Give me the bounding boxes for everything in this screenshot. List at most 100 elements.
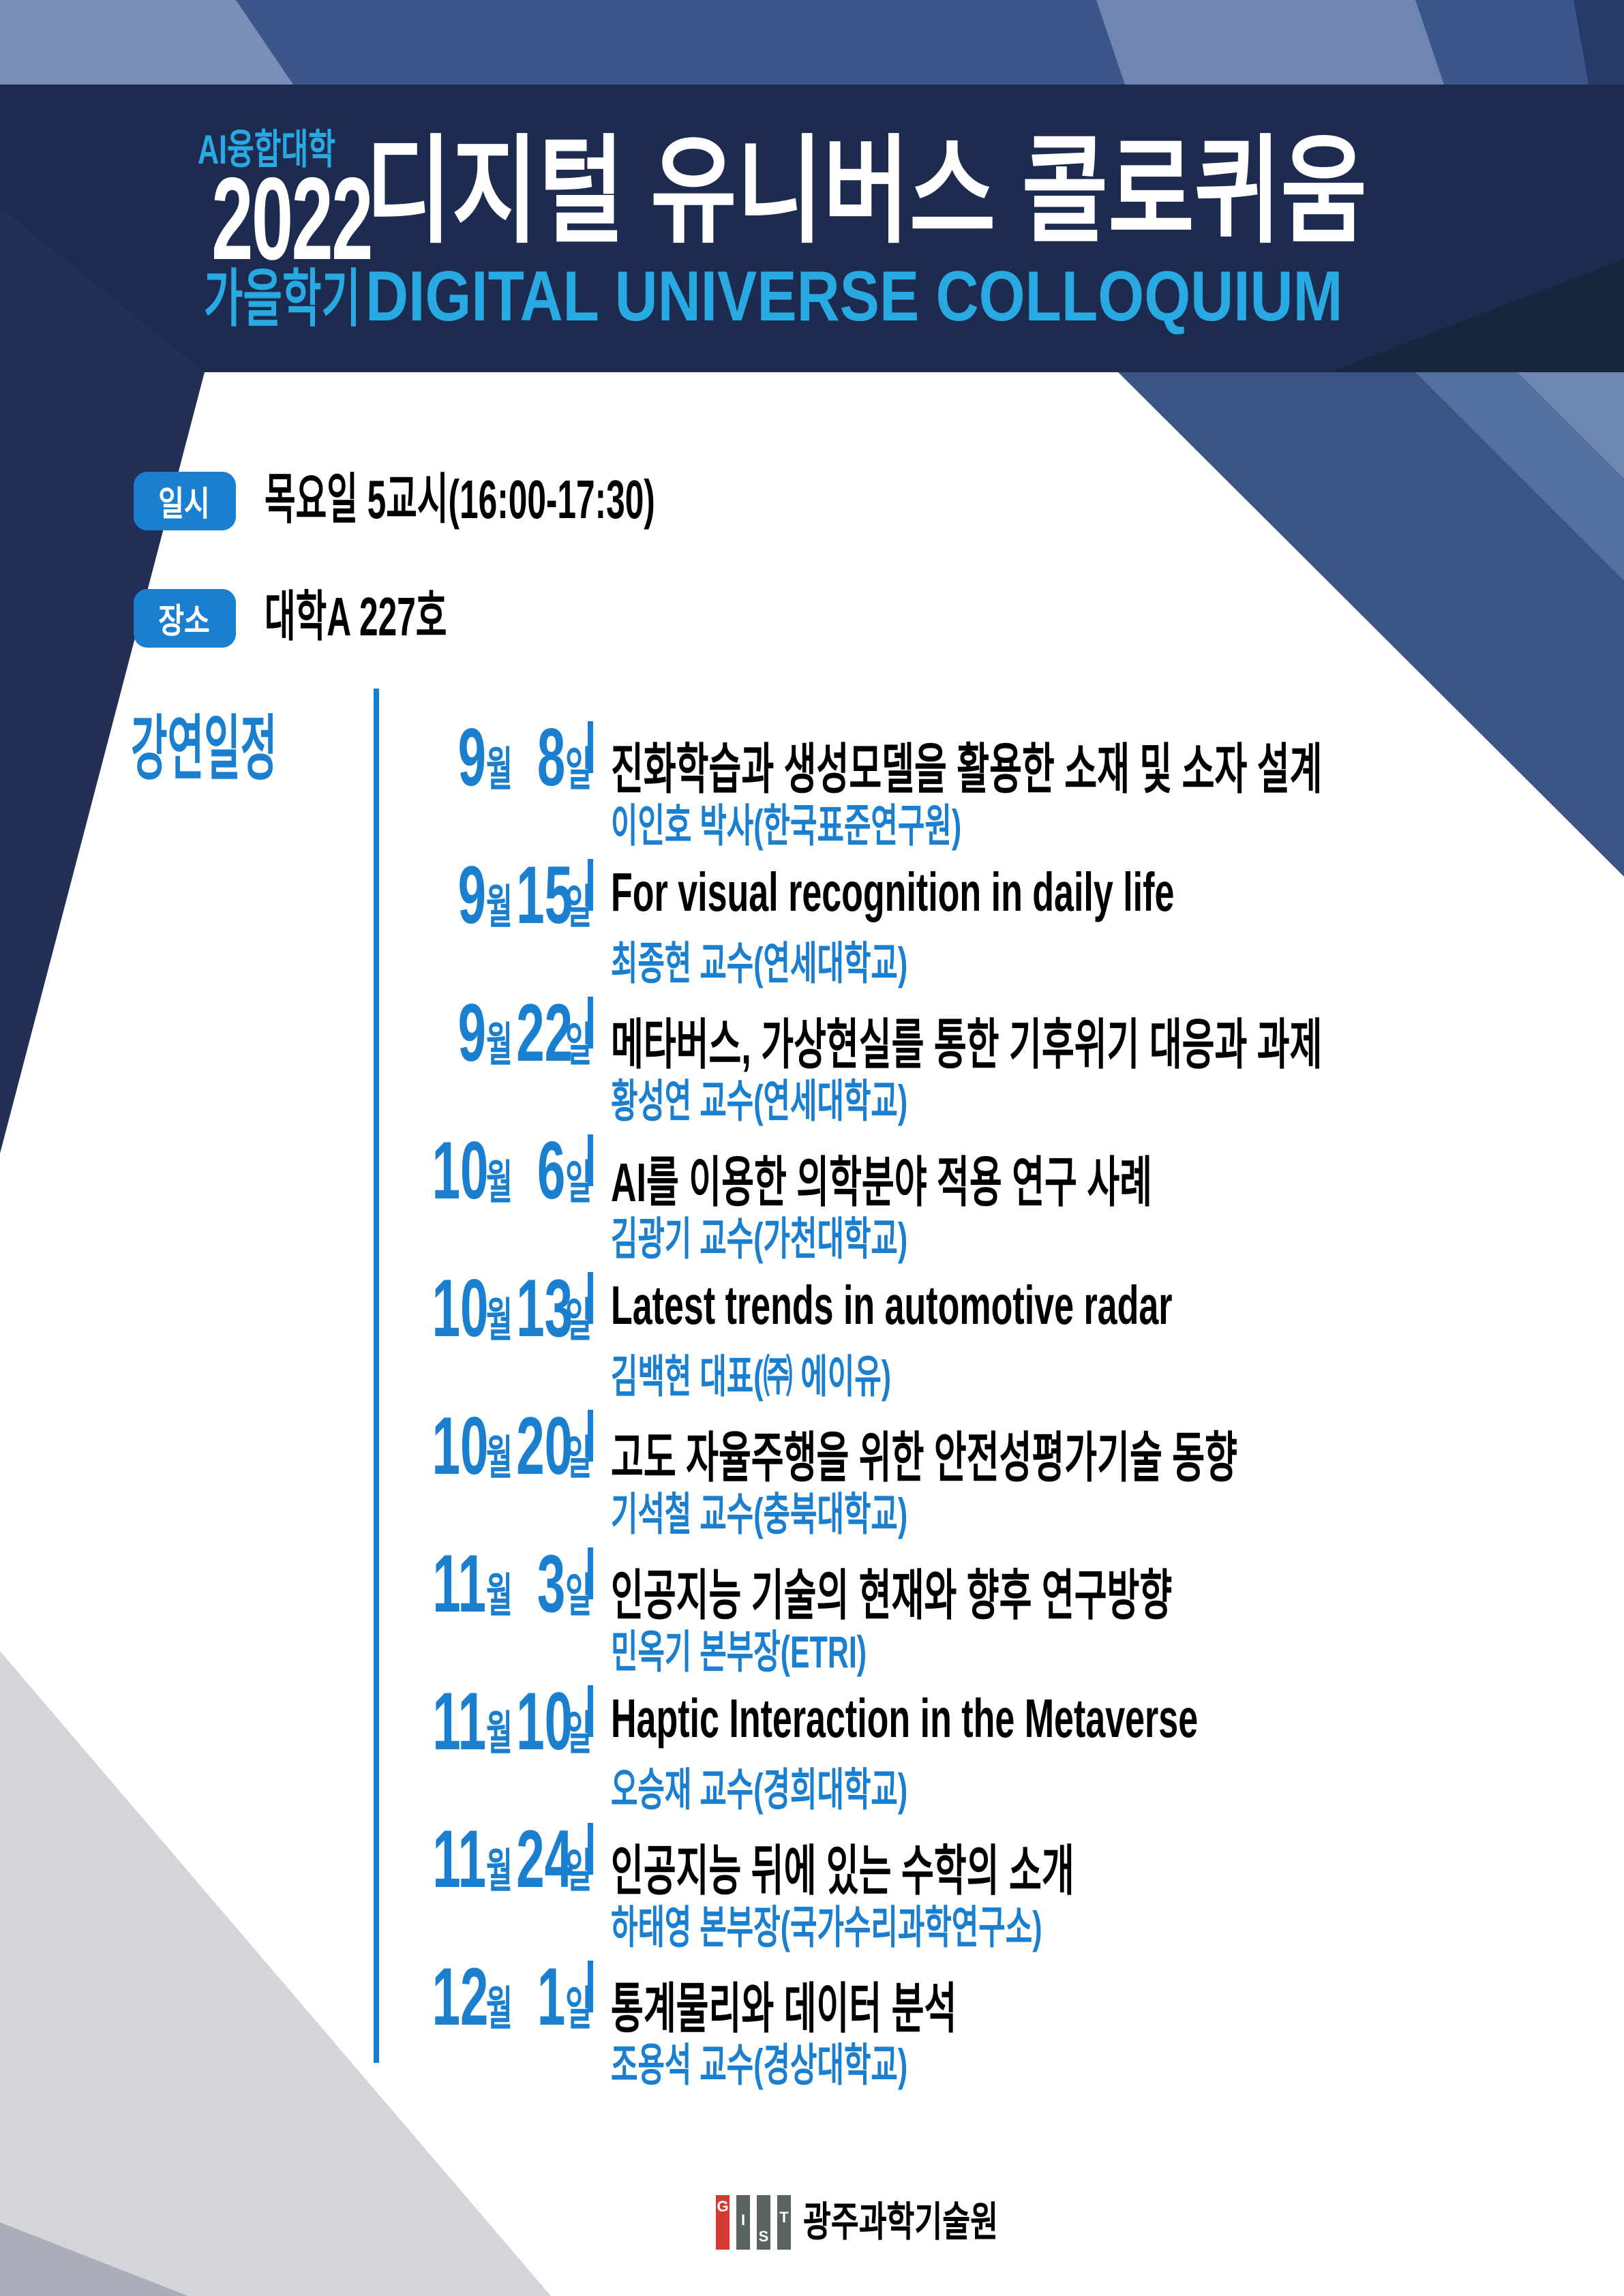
lecture-day: 8 <box>537 712 566 803</box>
lecture-title: 인공지능 기술의 현재와 향후 연구방향 <box>611 1567 1173 1627</box>
day-unit: 일 <box>565 1158 592 1209</box>
lecture-title: 통계물리와 데이터 분석 <box>611 1980 957 2040</box>
date-separator <box>588 997 593 1048</box>
lecture-day: 15 <box>516 849 573 941</box>
date-separator <box>588 859 593 911</box>
lecture-speaker: 조용석 교수(경상대학교) <box>611 2040 908 2090</box>
lecture-speaker: 기석철 교수(충북대학교) <box>611 1489 908 1539</box>
month-unit: 월 <box>485 744 513 796</box>
datetime-value: 목요일 5교시(16:00-17:30) <box>265 470 655 530</box>
lecture-date: 11월 10일 <box>419 1674 592 1768</box>
lecture-speaker: 최종현 교수(연세대학교) <box>611 938 908 988</box>
day-unit: 일 <box>565 882 592 934</box>
lecture-title: For visual recognition in daily life <box>611 863 1175 923</box>
date-separator <box>588 721 593 773</box>
date-separator <box>588 1823 593 1875</box>
right-wedge-shape <box>1118 372 1624 877</box>
lecture-date: 10월 6일 <box>419 1123 592 1218</box>
lecture-month: 9 <box>457 712 486 803</box>
schedule-row: 11월 24일 인공지능 뒤에 있는 수학의 소개 하태영 본부장(국가수리과학… <box>0 1812 1624 1952</box>
location-badge: 장소 <box>134 589 236 648</box>
day-unit: 일 <box>565 1020 592 1072</box>
date-separator <box>588 1134 593 1186</box>
semester-label: 가을학기 <box>203 263 361 334</box>
schedule-heading: 강연일정 <box>131 710 277 789</box>
year-label: 2022 <box>211 154 373 285</box>
lecture-day: 1 <box>537 1951 566 2042</box>
month-unit: 월 <box>485 1846 513 1898</box>
lecture-date: 10월 20일 <box>419 1399 592 1493</box>
lecture-day: 24 <box>516 1813 573 1905</box>
schedule-row: 9월 15일 For visual recognition in daily l… <box>0 848 1624 988</box>
poster-title-korean: 디지털 유니버스 콜로퀴움 <box>365 127 1367 258</box>
lecture-month: 11 <box>432 1538 486 1629</box>
lecture-title: AI를 이용한 의학분야 적용 연구 사례 <box>611 1153 1153 1213</box>
lecture-title: 고도 자율주행을 위한 안전성평가기술 동향 <box>611 1429 1237 1489</box>
left-wedge-shape <box>0 207 205 1153</box>
lecture-date: 11월 24일 <box>419 1812 592 1906</box>
lecture-month: 10 <box>432 1400 489 1492</box>
day-unit: 일 <box>565 1708 592 1760</box>
month-unit: 월 <box>485 1020 513 1072</box>
right-wedge-light-shape <box>1518 372 1624 479</box>
date-separator <box>588 1547 593 1599</box>
schedule-row: 10월 20일 고도 자율주행을 위한 안전성평가기술 동향 기석철 교수(충북… <box>0 1399 1624 1539</box>
month-unit: 월 <box>485 1571 513 1622</box>
lecture-title: 메타버스, 가상현실를 통한 기후위기 대응과 과제 <box>611 1016 1323 1076</box>
gist-logo-bar-t: T <box>777 2195 791 2250</box>
month-unit: 월 <box>485 1708 513 1760</box>
college-label: AI융합대학 <box>197 128 335 173</box>
day-unit: 일 <box>565 1295 592 1347</box>
topleft-light-shape <box>0 0 293 85</box>
lecture-date: 12월 1일 <box>419 1950 592 2044</box>
topright-corner-shape <box>1574 0 1624 85</box>
gist-logo-bar-i: I <box>736 2195 750 2250</box>
schedule-row: 11월 3일 인공지능 기술의 현재와 향후 연구방향 민옥기 본부장(ETRI… <box>0 1537 1624 1677</box>
lecture-date: 9월 8일 <box>419 710 592 804</box>
month-unit: 월 <box>485 1433 513 1485</box>
header-band-shape <box>0 85 1624 372</box>
date-separator <box>588 1685 593 1737</box>
date-separator <box>588 1410 593 1462</box>
lecture-date: 9월 15일 <box>419 848 592 942</box>
lecture-day: 13 <box>516 1263 573 1354</box>
lecture-speaker: 오승재 교수(경희대학교) <box>611 1764 908 1815</box>
lecture-speaker: 하태영 본부장(국가수리과학연구소) <box>611 1902 1042 1952</box>
schedule-row: 9월 8일 진화학습과 생성모델을 활용한 소재 및 소자 설계 이인호 박사(… <box>0 710 1624 851</box>
schedule-row: 10월 13일 Latest trends in automotive rada… <box>0 1261 1624 1402</box>
lecture-day: 10 <box>516 1676 573 1767</box>
topright-stripe-shape <box>1096 0 1444 85</box>
lecture-title: 진화학습과 생성모델을 활용한 소재 및 소자 설계 <box>611 740 1323 800</box>
schedule-row: 9월 22일 메타버스, 가상현실를 통한 기후위기 대응과 과제 황성연 교수… <box>0 986 1624 1126</box>
lecture-speaker: 김광기 교수(가천대학교) <box>611 1213 908 1264</box>
lecture-speaker: 이인호 박사(한국표준연구원) <box>611 800 962 851</box>
date-separator <box>588 1272 593 1324</box>
lecture-month: 10 <box>432 1263 489 1354</box>
month-unit: 월 <box>485 882 513 934</box>
lecture-title: Haptic Interaction in the Metaverse <box>611 1689 1199 1749</box>
datetime-badge: 일시 <box>134 472 236 530</box>
lecture-speaker: 김백현 대표(㈜ 에이유) <box>611 1351 892 1402</box>
lecture-date: 9월 22일 <box>419 986 592 1080</box>
lecture-month: 11 <box>432 1813 486 1905</box>
lecture-speaker: 황성연 교수(연세대학교) <box>611 1076 908 1126</box>
lecture-title: 인공지능 뒤에 있는 수학의 소개 <box>611 1842 1074 1902</box>
day-unit: 일 <box>565 1846 592 1898</box>
lecture-month: 10 <box>432 1125 489 1216</box>
lecture-day: 3 <box>537 1538 566 1629</box>
datetime-badge-label: 일시 <box>159 485 211 523</box>
bottomleft-darkgray-shape <box>0 2222 188 2296</box>
location-value: 대학A 227호 <box>265 588 447 648</box>
day-unit: 일 <box>565 1571 592 1622</box>
date-separator <box>588 1961 593 2012</box>
location-badge-label: 장소 <box>159 602 211 640</box>
gist-logo-bar-s: S <box>757 2195 770 2250</box>
lecture-month: 12 <box>432 1951 489 2042</box>
month-unit: 월 <box>485 1295 513 1347</box>
lecture-date: 11월 3일 <box>419 1537 592 1631</box>
day-unit: 일 <box>565 1433 592 1485</box>
poster-title-english: DIGITAL UNIVERSE COLLOQUIUM <box>365 258 1343 337</box>
lecture-day: 22 <box>516 987 573 1078</box>
